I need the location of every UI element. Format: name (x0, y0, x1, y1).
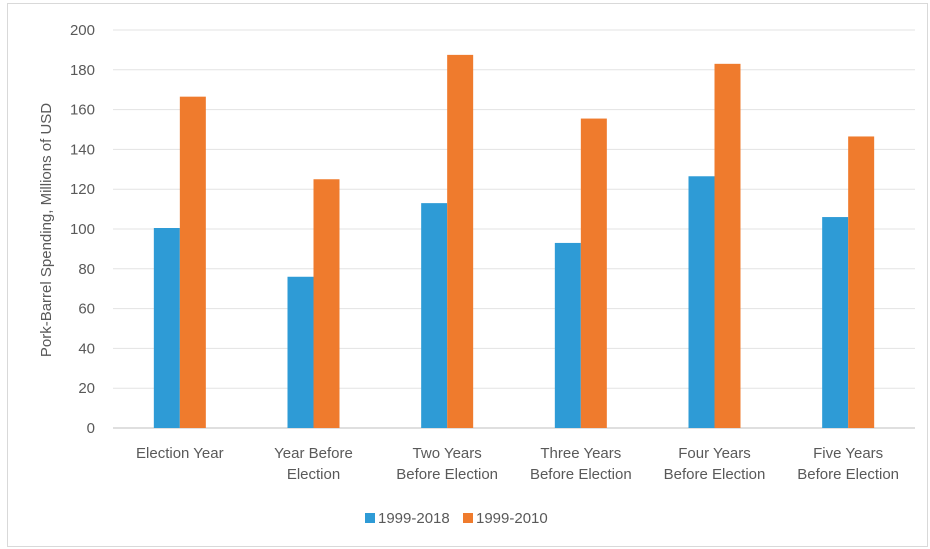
y-tick-label: 0 (87, 420, 95, 437)
bar-1999-2010-0 (179, 96, 206, 428)
y-tick-label: 80 (78, 261, 95, 278)
x-tick-label: Election (287, 466, 340, 483)
y-tick-label: 40 (78, 340, 95, 357)
legend-label: 1999-2010 (476, 510, 548, 527)
x-tick-label: Two Years (413, 445, 482, 462)
y-tick-label: 160 (70, 102, 95, 119)
bar-1999-2010-5 (848, 136, 875, 428)
x-tick-label: Three Years (540, 445, 621, 462)
bar-1999-2018-3 (554, 242, 581, 428)
x-tick-label: Five Years (813, 445, 883, 462)
x-tick-label: Four Years (678, 445, 751, 462)
bar-1999-2018-1 (287, 276, 314, 428)
y-axis: 0 20 40 60 80 100 120 140 160 180 200 (70, 22, 95, 437)
bar-1999-2018-5 (822, 217, 849, 428)
x-tick-label: Before Election (396, 466, 498, 483)
x-tick-label: Before Election (530, 466, 632, 483)
bar-1999-2010-1 (313, 179, 340, 428)
bar-1999-2018-0 (153, 228, 180, 428)
x-tick-label: Election Year (136, 445, 224, 462)
x-tick-label: Year Before (274, 445, 353, 462)
y-tick-label: 100 (70, 221, 95, 238)
bar-1999-2018-4 (688, 176, 715, 428)
legend-label: 1999-2018 (378, 510, 450, 527)
bar-1999-2010-3 (580, 118, 607, 429)
x-tick-label: Before Election (797, 466, 899, 483)
x-axis: Election Year Year Before Election Two Year… (136, 445, 899, 483)
legend-swatch (365, 513, 375, 523)
legend-swatch (463, 513, 473, 523)
y-tick-label: 140 (70, 141, 95, 158)
y-axis-label: Pork-Barrel Spending, Millions of USD (38, 103, 55, 357)
bar-1999-2010-2 (447, 54, 474, 428)
bars (153, 54, 875, 429)
y-tick-label: 60 (78, 301, 95, 318)
y-tick-label: 180 (70, 62, 95, 79)
y-tick-label: 200 (70, 22, 95, 39)
bar-1999-2010-4 (714, 63, 741, 429)
y-tick-label: 120 (70, 181, 95, 198)
gridlines (113, 29, 915, 429)
y-tick-label: 20 (78, 380, 95, 397)
x-tick-label: Before Election (664, 466, 766, 483)
legend: 1999-2018 1999-2010 (365, 510, 548, 527)
bar-1999-2018-2 (421, 203, 448, 428)
